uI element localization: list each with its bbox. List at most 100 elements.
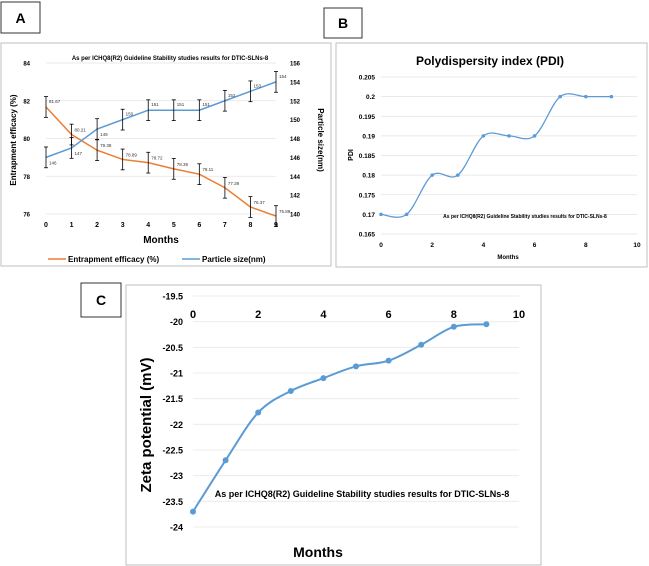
- panel-a-y-tick-label: 78: [23, 175, 30, 181]
- panel-c-data-point: [222, 457, 229, 464]
- panel-b-annotation: As per ICHQ8(R2) Guideline Stability stu…: [443, 214, 607, 220]
- panel-c-y-axis-label: Zeta potential (mV): [138, 357, 155, 492]
- legend-label-entrapment: Entrapment efficacy (%): [68, 255, 159, 264]
- panel-c-y-tick-label: -24: [170, 523, 183, 533]
- data-label-particle-size: 146: [49, 160, 57, 165]
- panel-c-y-tick-label: -22.5: [162, 446, 183, 456]
- panel-b-data-point: [379, 212, 383, 217]
- panel-c-data-point: [287, 387, 294, 394]
- panel-a-y2-tick-label: 142: [290, 194, 301, 200]
- panel-b-x-axis-label: Months: [497, 255, 519, 261]
- panel-b-title: Polydispersity index (PDI): [416, 54, 564, 68]
- data-label-particle-size: 150: [126, 112, 134, 117]
- panel-a-x-tick-label: 8: [248, 222, 252, 229]
- panel-a-y2-tick-label: 154: [290, 80, 301, 86]
- data-label-particle-size: 151: [177, 102, 185, 107]
- panel-a-label-box: [0, 1, 41, 34]
- panel-b-label-box: [323, 7, 363, 39]
- data-label-entrapment: 75.89: [279, 209, 291, 214]
- panel-b-y-tick-label: 0.165: [359, 232, 376, 239]
- panel-a-y2-tick-label: 152: [290, 99, 301, 105]
- panel-a: A As per ICHQ8(R2) Guideline Stability s…: [0, 1, 332, 267]
- panel-b-x-tick-label: 2: [430, 242, 434, 249]
- panel-c-data-point: [190, 508, 196, 515]
- panel-a-x-tick-label: 7: [223, 222, 227, 229]
- panel-b-x-tick-label: 8: [584, 242, 588, 249]
- panel-a-x-tick-label: 5: [172, 222, 176, 229]
- panel-c-x-tick-label: 2: [255, 309, 261, 321]
- panel-c-x-tick-label: 6: [386, 309, 392, 321]
- panel-b-frame: [335, 42, 648, 268]
- panel-c-tick-labels: -19.5 -20 -20.5 -21 -21.5 -22 -22.5 -23 -23.5 -24…: [162, 292, 525, 533]
- panel-c-x-tick-label: 8: [451, 309, 457, 321]
- panel-c-x-tick-label: 4: [320, 309, 327, 321]
- panel-c-data-point: [483, 321, 490, 328]
- panel-a-x-tick-label: 6: [197, 222, 201, 229]
- panel-a-x-tick-label: 4: [146, 222, 150, 229]
- panel-a-x-tick-label: 3: [121, 222, 125, 229]
- panel-c-label-box: [80, 282, 122, 318]
- panel-c-label: C: [96, 292, 106, 308]
- panel-a-label: A: [15, 10, 25, 26]
- panel-b-data-point: [609, 94, 614, 99]
- data-label-particle-size: 151: [151, 102, 159, 107]
- panel-b: B Polydispersity index (PDI) 0.165 0.17 0.…: [323, 7, 648, 268]
- panel-c: C -19.5-20-20.5-21-21.5-22-22.5-23-23.5-…: [80, 282, 542, 566]
- panel-a-x-tick-label: 1: [70, 222, 74, 229]
- panel-c-y-tick-label: -22: [170, 420, 183, 430]
- panel-b-label: B: [338, 15, 348, 31]
- panel-c-annotation: As per ICHQ8(R2) Guideline Stability stu…: [215, 489, 510, 499]
- panel-c-y-tick-label: -21: [170, 369, 183, 379]
- panel-a-gridlines: [46, 62, 276, 215]
- panel-b-data-point: [481, 134, 486, 138]
- panel-c-data-point: [385, 357, 392, 364]
- legend-label-particle-size: Particle size(nm): [202, 255, 266, 264]
- panel-b-x-tick-label: 4: [482, 242, 486, 249]
- panel-a-title: As per ICHQ8(R2) Guideline Stability stu…: [72, 56, 269, 62]
- data-label-particle-size: 151: [202, 102, 210, 107]
- panel-b-y-axis-label: PDI: [348, 149, 355, 161]
- panel-b-data-point: [532, 134, 537, 138]
- panel-c-x-tick-label: 0: [190, 309, 196, 321]
- data-label-particle-size: 153: [253, 83, 261, 88]
- panel-b-y-tick-label: 0.19: [362, 133, 375, 140]
- panel-c-y-tick-label: -20.5: [162, 343, 183, 353]
- panel-a-y2-tick-label: 156: [290, 62, 301, 68]
- data-label-particle-size: 152: [228, 93, 236, 98]
- panel-b-x-tick-label: 10: [633, 242, 641, 249]
- panel-c-data-point: [353, 363, 359, 370]
- panel-a-y-tick-label: 80: [23, 137, 30, 143]
- data-label-entrapment: 78.11: [202, 167, 213, 172]
- panel-c-y-tick-label: -19.5: [162, 292, 183, 302]
- panel-a-x-axis-label: Months: [143, 235, 179, 246]
- data-label-entrapment: 78.39: [177, 162, 189, 167]
- panel-a-y2-axis-label: Particle size(nm): [316, 108, 325, 172]
- panel-c-series: [190, 321, 490, 515]
- panel-b-y-tick-label: 0.205: [359, 75, 376, 82]
- panel-c-gridlines: [193, 295, 519, 528]
- data-label-particle-size: 149: [100, 132, 108, 137]
- panel-a-y-axis-label: Entrapment efficacy (%): [9, 94, 18, 185]
- panel-a-x-tick-label: 2: [95, 222, 99, 229]
- panel-c-frame: [125, 284, 542, 566]
- panel-b-series-line: [380, 93, 612, 218]
- panel-b-y-tick-label: 0.18: [362, 173, 375, 180]
- panel-a-y-tick-label: 76: [23, 213, 30, 219]
- panel-a-y2-tick-label: 148: [290, 137, 301, 143]
- panel-c-y-tick-label: -20: [170, 317, 183, 327]
- panel-b-x-tick-label: 6: [533, 242, 537, 249]
- panel-c-data-point: [255, 409, 262, 416]
- panel-b-data-point: [456, 173, 460, 177]
- panel-a-y2-tick-label: 144: [290, 175, 301, 181]
- panel-b-series: [379, 93, 614, 218]
- panel-c-y-tick-label: -21.5: [162, 394, 183, 404]
- panel-c-x-tick-label: 10: [513, 309, 525, 321]
- panel-b-data-point: [584, 94, 588, 99]
- panel-b-y-tick-label: 0.185: [359, 153, 376, 160]
- data-label-entrapment: 78.89: [126, 152, 138, 157]
- panel-a-y-tick-label: 84: [23, 62, 30, 68]
- panel-c-data-point: [320, 375, 327, 382]
- panel-c-series-line: [192, 323, 487, 513]
- panel-b-y-tick-label: 0.17: [362, 212, 375, 219]
- panel-b-data-point: [558, 94, 562, 99]
